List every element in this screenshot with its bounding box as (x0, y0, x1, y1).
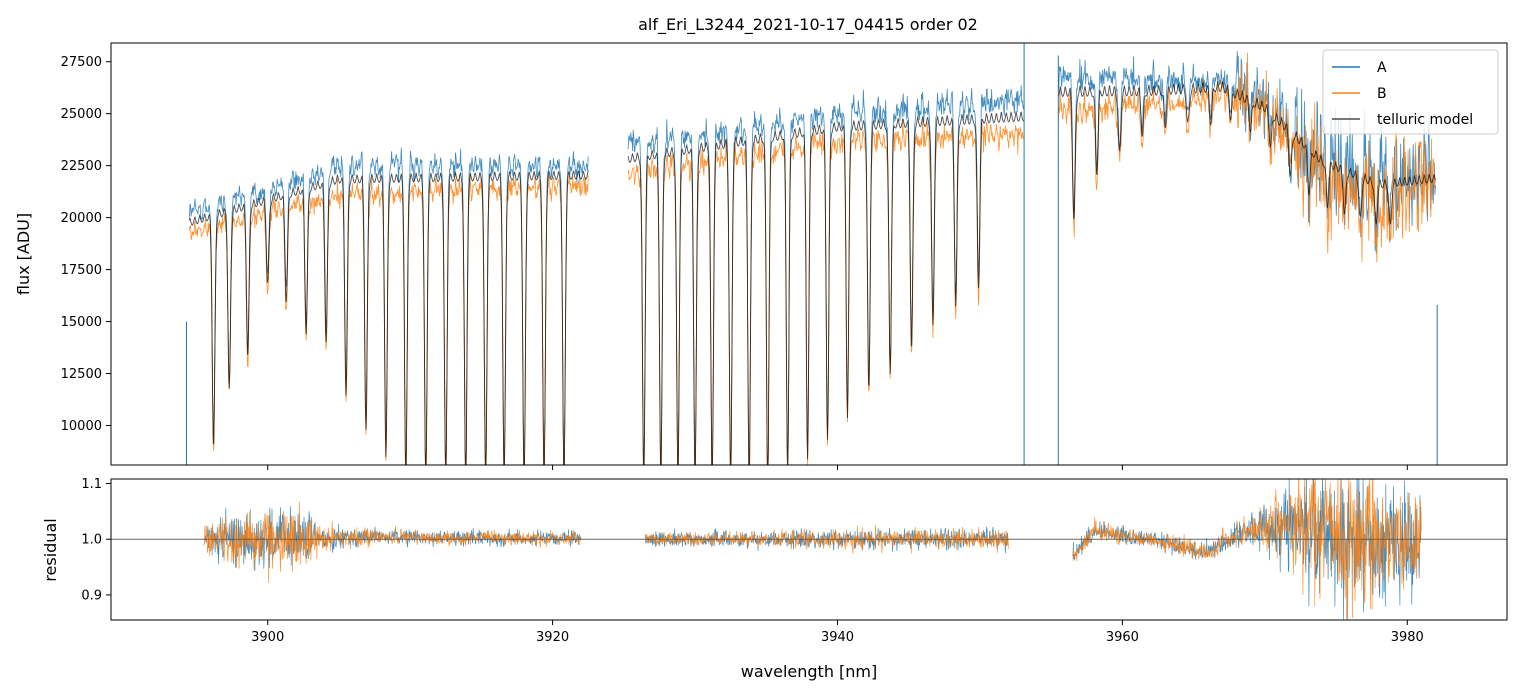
flux-y-tick-label: 10000 (61, 419, 102, 434)
telluric-model-segment-1 (188, 169, 589, 465)
legend: A B telluric model (1322, 49, 1499, 135)
flux-y-tick-label: 12500 (61, 367, 102, 382)
residual-panel-frame (110, 478, 1508, 621)
x-tick-label: 3940 (821, 630, 854, 645)
legend-label-b: B (1377, 86, 1387, 102)
x-tick-label: 3980 (1391, 630, 1424, 645)
residual-y-axis-label: residual (41, 518, 60, 581)
telluric-model-segment-2 (627, 110, 1025, 465)
flux-panel: 10000 12500 15000 17500 20000 22500 25000 27500… (14, 42, 1508, 470)
flux-y-ticks: 10000 12500 15000 17500 20000 22500 25000 27500 (61, 55, 111, 434)
telluric-model-segment-3 (1057, 81, 1436, 225)
residual-y-tick-label: 0.9 (81, 588, 102, 603)
flux-y-tick-label: 27500 (61, 55, 102, 70)
x-tick-label: 3920 (536, 630, 569, 645)
chart-title: alf_Eri_L3244_2021-10-17_04415 order 02 (638, 15, 978, 35)
flux-y-tick-label: 22500 (61, 159, 102, 174)
series-b-residual-segment-3 (1072, 479, 1422, 619)
legend-box (1322, 49, 1499, 135)
flux-y-tick-label: 25000 (61, 107, 102, 122)
x-tick-label: 3960 (1106, 630, 1139, 645)
flux-panel-frame (110, 42, 1508, 466)
flux-x-ticks (267, 465, 1408, 470)
residual-y-ticks: 0.9 1.0 1.1 (81, 477, 111, 603)
series-b-residual-segment-1 (203, 501, 582, 583)
series-b-residual-segment-2 (644, 525, 1009, 554)
legend-label-model: telluric model (1377, 112, 1473, 128)
legend-label-a: A (1377, 60, 1387, 76)
residual-x-ticks: 3900 3920 3940 3960 3980 (251, 620, 1424, 645)
residual-panel: 0.91.01.1 3900 3920 3940 3960 3980 residual … (41, 477, 1508, 681)
flux-y-axis-label: flux [ADU] (14, 213, 33, 295)
residual-y-tick-label: 1.1 (81, 477, 102, 492)
flux-y-tick-label: 17500 (61, 263, 102, 278)
series-b-flux-segment-3 (1057, 52, 1436, 263)
x-axis-label: wavelength [nm] (741, 662, 878, 681)
flux-y-tick-label: 15000 (61, 315, 102, 330)
x-tick-label: 3900 (251, 630, 284, 645)
flux-y-tick-label: 20000 (61, 211, 102, 226)
residual-y-tick-label: 1.0 (81, 533, 102, 548)
